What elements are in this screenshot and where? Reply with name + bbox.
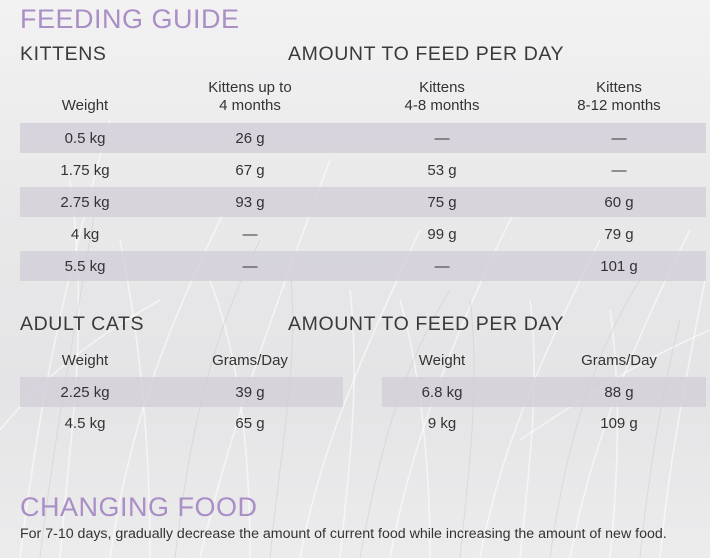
- kittens-cell: 1.75 kg: [60, 162, 110, 179]
- kittens-header-col2: Kittens 4-8 months: [404, 79, 479, 115]
- page-title: FEEDING GUIDE: [20, 4, 240, 34]
- adult-amount-label: AMOUNT TO FEED PER DAY: [288, 313, 565, 335]
- kittens-header-weight: Weight: [61, 97, 109, 114]
- adult-cell: 4.5 kg: [64, 415, 106, 432]
- kittens-cell: —: [611, 130, 627, 147]
- kittens-cell: 2.75 kg: [60, 194, 110, 211]
- adult-cell: 6.8 kg: [421, 384, 463, 401]
- kittens-cell: 0.5 kg: [64, 130, 106, 147]
- adult-cell: 88 g: [604, 384, 634, 401]
- kittens-header-col2-line2: 4-8 months: [404, 97, 480, 114]
- adult-header-weight-right: Weight: [418, 352, 466, 369]
- kittens-cell: —: [434, 258, 450, 275]
- kittens-cell: —: [242, 258, 258, 275]
- kittens-cell: 67 g: [235, 162, 265, 179]
- kittens-cell: 93 g: [235, 194, 265, 211]
- kittens-header-col1-line1: Kittens up to: [208, 79, 292, 96]
- kittens-cell: 53 g: [427, 162, 457, 179]
- kittens-header-col3-line2: 8-12 months: [577, 97, 661, 114]
- adult-header-grams-left: Grams/Day: [212, 352, 288, 369]
- kittens-cell: —: [434, 130, 450, 147]
- kittens-cell: —: [242, 226, 258, 243]
- adult-cell: 39 g: [235, 384, 265, 401]
- adult-cell: 9 kg: [427, 415, 457, 432]
- kittens-cell: 60 g: [604, 194, 634, 211]
- kittens-header-col1: Kittens up to 4 months: [208, 79, 291, 115]
- adult-row-band-right: [382, 377, 706, 407]
- changing-food-title: CHANGING FOOD: [20, 492, 258, 522]
- kittens-cell: 26 g: [235, 130, 265, 147]
- kittens-cell: 4 kg: [70, 226, 100, 243]
- adult-section-label: ADULT CATS: [20, 313, 145, 335]
- kittens-row-band: [20, 123, 706, 153]
- kittens-cell: —: [611, 162, 627, 179]
- changing-food-text: For 7-10 days, gradually decrease the am…: [20, 526, 667, 542]
- kittens-cell: 99 g: [427, 226, 457, 243]
- adult-header-grams-right: Grams/Day: [581, 352, 657, 369]
- adult-header-weight-left: Weight: [61, 352, 109, 369]
- kittens-cell: 75 g: [427, 194, 457, 211]
- adult-cell: 65 g: [235, 415, 265, 432]
- kittens-row-band: [20, 187, 706, 217]
- kittens-header-col3: Kittens 8-12 months: [577, 79, 660, 115]
- kittens-header-col3-line1: Kittens: [596, 79, 642, 96]
- kittens-section-label: KITTENS: [20, 43, 107, 65]
- adult-cell: 2.25 kg: [60, 384, 110, 401]
- kittens-row-band: [20, 251, 706, 281]
- kittens-amount-label: AMOUNT TO FEED PER DAY: [288, 43, 565, 65]
- adult-cell: 109 g: [600, 415, 638, 432]
- kittens-cell: 101 g: [600, 258, 638, 275]
- adult-row-band-left: [20, 377, 343, 407]
- kittens-cell: 79 g: [604, 226, 634, 243]
- kittens-header-col1-line2: 4 months: [219, 97, 281, 114]
- kittens-header-col2-line1: Kittens: [419, 79, 465, 96]
- kittens-cell: 5.5 kg: [64, 258, 106, 275]
